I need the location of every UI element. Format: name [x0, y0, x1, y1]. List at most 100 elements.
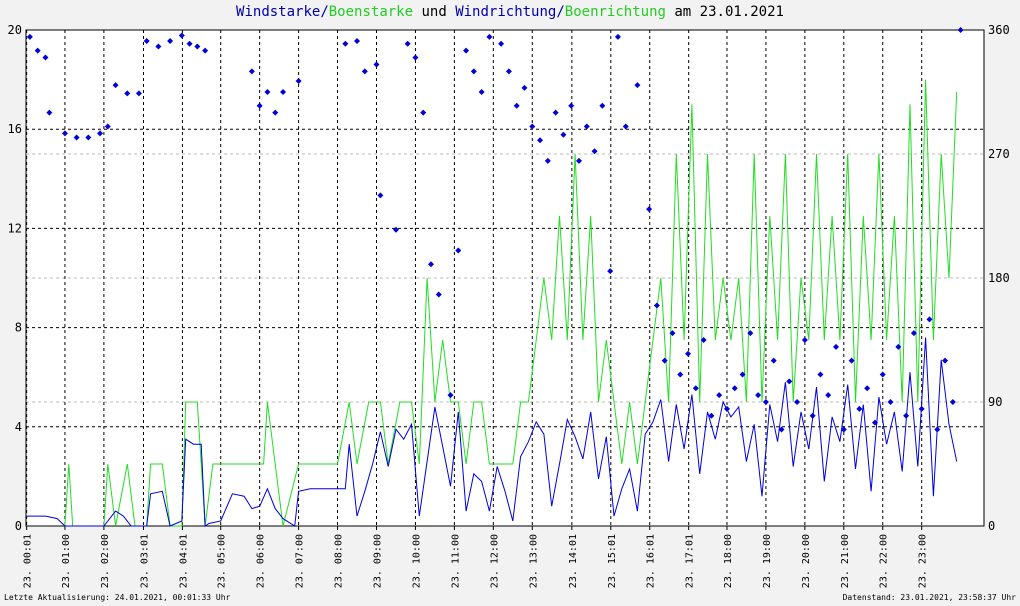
x-tick-label: 23. 08:00	[334, 534, 345, 588]
x-tick-label: 23. 12:00	[489, 534, 500, 588]
series-direction-point	[934, 426, 941, 433]
series-direction-point	[373, 61, 380, 68]
x-tick-label: 23. 10:00	[411, 534, 422, 588]
x-tick-label: 23. 16:01	[646, 534, 657, 588]
series-direction-point	[178, 32, 185, 39]
x-tick-label: 23. 01:00	[61, 534, 72, 588]
series-direction-point	[731, 385, 738, 392]
x-tick-label: 23. 21:00	[840, 534, 851, 588]
series-direction-point	[685, 350, 692, 357]
plot-area	[25, 29, 985, 527]
series-direction-point	[498, 40, 505, 47]
series-direction-point	[26, 33, 33, 40]
footer-last-update: Letzte Aktualisierung: 24.01.2021, 00:01…	[4, 593, 231, 602]
title-gust-direction: Boenrichtung	[564, 4, 666, 20]
series-gust-line	[64, 79, 958, 527]
series-direction-point	[155, 43, 162, 50]
series-direction-point	[817, 371, 824, 378]
series-direction-point	[583, 123, 590, 130]
x-tick-label: 23. 11:00	[450, 534, 461, 588]
series-direction-point	[537, 137, 544, 144]
series-direction-point	[677, 371, 684, 378]
x-tick-label: 23. 07:00	[295, 534, 306, 588]
series-direction-point	[918, 405, 925, 412]
series-direction-point	[926, 316, 933, 323]
series-direction-point	[708, 412, 715, 419]
series-direction-point	[646, 206, 653, 213]
series-direction-point	[280, 89, 287, 95]
y-right-tick-label: 0	[988, 519, 995, 533]
series-direction-point	[447, 392, 454, 399]
series-direction-point	[420, 109, 427, 116]
series-direction-point	[361, 68, 368, 75]
x-tick-label: 23. 13:00	[528, 534, 539, 588]
series-direction-point	[552, 109, 559, 116]
x-tick-label: 23. 22:00	[879, 534, 890, 588]
series-direction-point	[634, 82, 641, 89]
series-direction-point	[716, 392, 723, 399]
series-direction-point	[755, 392, 762, 399]
series-direction-point	[957, 27, 964, 33]
title-direction: Windrichtung/	[455, 4, 565, 20]
series-direction-point	[112, 82, 119, 89]
series-direction-point	[879, 371, 886, 378]
y-left-tick-label: 16	[8, 122, 22, 136]
y-right-tick-label: 360	[988, 23, 1010, 37]
series-direction-point	[871, 419, 878, 426]
series-direction-point	[825, 392, 832, 399]
y-left-tick-label: 4	[15, 420, 22, 434]
series-direction-point	[46, 109, 53, 116]
series-direction-point	[61, 130, 68, 137]
series-direction-point	[895, 343, 902, 350]
series-direction-point	[143, 38, 150, 45]
x-tick-label: 23. 09:00	[372, 534, 383, 588]
series-direction-point	[910, 330, 917, 337]
series-direction-point	[513, 102, 520, 109]
series-direction-point	[661, 357, 668, 364]
series-direction-point	[42, 54, 49, 61]
series-direction-point	[801, 337, 808, 343]
y-right-tick-label: 270	[988, 147, 1010, 161]
series-direction-point	[521, 84, 528, 91]
series-direction-point	[194, 43, 201, 50]
x-tick-label: 23. 06:00	[256, 534, 267, 588]
series-direction-point	[377, 192, 384, 199]
series-direction-point	[856, 405, 863, 412]
series-direction-point	[470, 68, 477, 75]
series-direction-point	[186, 40, 193, 47]
series-direction-point	[256, 102, 263, 109]
series-direction-point	[412, 54, 419, 61]
series-direction-point	[463, 47, 470, 54]
series-direction-point	[428, 261, 435, 268]
y-right-tick-label: 90	[988, 395, 1002, 409]
y-left-tick-label: 0	[15, 519, 22, 533]
series-direction-point	[435, 291, 442, 298]
footer-data-status: Datenstand: 23.01.2021, 23:58:37 Uhr	[842, 593, 1016, 602]
x-tick-label: 23. 20:00	[801, 534, 812, 588]
series-direction-point	[529, 123, 536, 130]
series-direction-point	[560, 131, 567, 138]
series-direction-point	[599, 102, 606, 109]
series-direction-point	[295, 77, 302, 84]
title-and: und	[413, 4, 456, 20]
x-tick-label: 23. 02:00	[100, 534, 111, 588]
series-direction-point	[942, 357, 949, 364]
x-tick-label: 23. 15:01	[607, 534, 618, 588]
series-direction-point	[455, 247, 462, 254]
chart-title: Windstarke/Boenstarke und Windrichtung/B…	[0, 4, 1020, 20]
title-date: am 23.01.2021	[665, 4, 784, 20]
x-tick-label: 23. 03:01	[139, 534, 150, 588]
y-left-tick-label: 12	[8, 221, 22, 235]
series-direction-point	[404, 40, 411, 47]
series-direction-point	[692, 385, 699, 392]
title-gust: Boenstarke	[328, 4, 414, 20]
series-direction-point	[794, 399, 801, 405]
title-wind: Windstarke/	[236, 4, 329, 20]
series-direction-point	[848, 357, 855, 364]
x-tick-label: 23. 14:01	[568, 534, 579, 588]
series-direction-point	[248, 68, 255, 75]
y-left-tick-label: 8	[15, 321, 22, 335]
series-direction-point	[786, 378, 793, 385]
